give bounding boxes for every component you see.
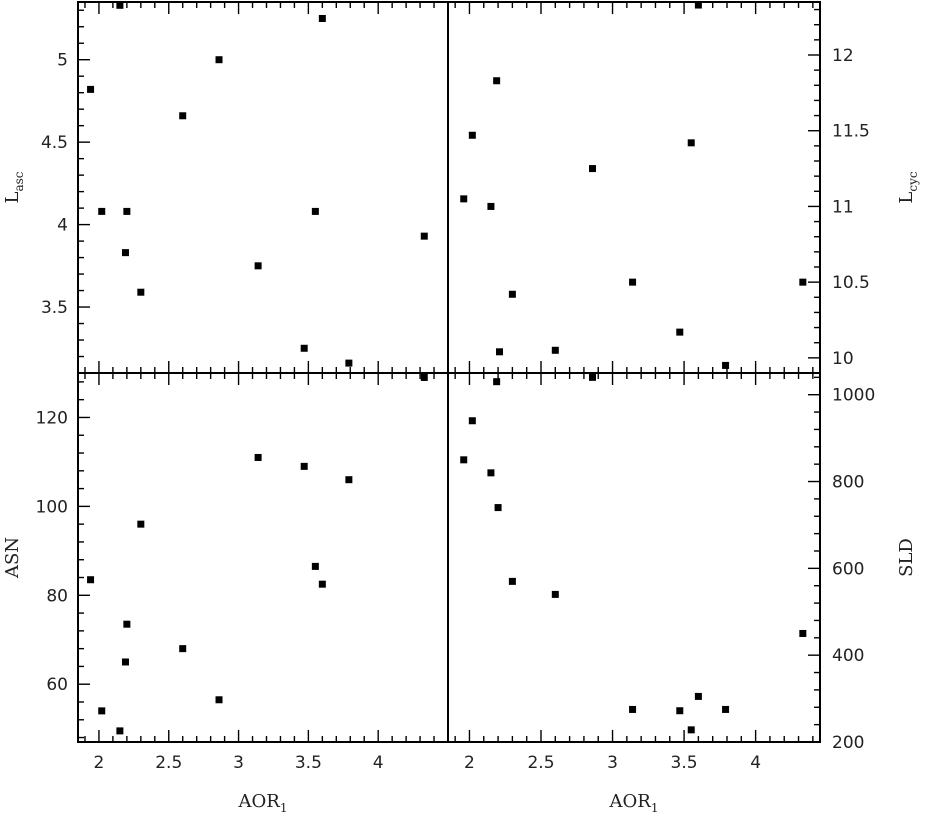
top-left-y-tick-label: 3.5 — [41, 298, 68, 318]
bottom-right-x-tick-label: 3 — [607, 753, 618, 773]
bottom-left-y-tick-label: 80 — [46, 586, 68, 606]
top-left-y-tick-label: 4.5 — [41, 133, 68, 153]
top-right-data-point — [694, 1, 702, 9]
top-left-data-point — [254, 262, 262, 270]
bottom-right-x-tick-label: 3.5 — [671, 753, 698, 773]
bottom-left-data-point — [254, 453, 262, 461]
top-right-data-point — [629, 278, 637, 286]
bottom-right-y-tick-label: 400 — [832, 646, 864, 666]
top-right-data-point — [551, 346, 559, 354]
bottom-right-data-point — [676, 707, 684, 715]
top-left-data-point — [318, 14, 326, 22]
bottom-right-data-point — [487, 469, 495, 477]
bottom-left-data-point — [137, 520, 145, 528]
top-right-data-point — [799, 278, 807, 286]
bottom-left-data-point — [311, 562, 319, 570]
bottom-right-data-point — [722, 705, 730, 713]
bottom-right-data-point — [493, 378, 501, 386]
bottom-left-data-point — [300, 462, 308, 470]
bottom-left-y-axis-title: ASN — [2, 537, 23, 579]
bottom-left-data-point — [420, 373, 428, 381]
top-left-data-point — [98, 207, 106, 215]
bottom-left-x-tick-label: 3 — [233, 753, 244, 773]
top-right-y-tick-label: 10 — [832, 349, 854, 369]
bottom-right-data-point — [508, 577, 516, 585]
bottom-right-data-point — [799, 629, 807, 637]
bottom-right-y-tick-label: 200 — [832, 733, 864, 753]
bottom-right-data-point — [629, 705, 637, 713]
top-right-data-point — [589, 165, 597, 173]
bottom-right-data-point — [687, 726, 695, 734]
top-left-data-point — [121, 249, 129, 257]
bottom-left-x-tick-label: 4 — [373, 753, 384, 773]
bottom-left-data-point — [179, 645, 187, 653]
top-left-data-point — [300, 344, 308, 352]
bottom-right-x-tick-label: 2.5 — [527, 753, 554, 773]
bottom-left-y-tick-label: 120 — [36, 408, 68, 428]
bottom-right-y-tick-label: 1000 — [832, 386, 875, 406]
top-right-y-tick-label: 10.5 — [832, 273, 870, 293]
top-right-data-point — [722, 361, 730, 369]
top-right-y-tick-label: 11.5 — [832, 122, 870, 142]
top-right-y-axis-title: Lcyc — [896, 171, 920, 203]
bottom-left-data-point — [215, 696, 223, 704]
top-left-data-point — [311, 207, 319, 215]
bottom-left-x-tick-label: 2.5 — [155, 753, 182, 773]
bottom-right-data-point — [551, 590, 559, 598]
bottom-left-data-point — [121, 658, 129, 666]
bottom-left-data-point — [345, 476, 353, 484]
top-left-data-point — [87, 85, 95, 93]
top-left-data-point — [116, 1, 124, 9]
bottom-right-y-tick-label: 600 — [832, 559, 864, 579]
top-left-y-axis-title: Lasc — [2, 171, 26, 203]
bottom-left-y-tick-label: 60 — [46, 675, 68, 695]
bottom-right-data-point — [694, 692, 702, 700]
bottom-left-x-tick-label: 2 — [94, 753, 105, 773]
top-left-data-point — [215, 56, 223, 64]
top-right-y-tick-label: 11 — [832, 197, 854, 217]
bottom-right-y-axis-title: SLD — [896, 538, 917, 577]
bottom-left-x-tick-label: 3.5 — [295, 753, 322, 773]
bottom-left-data-point — [87, 576, 95, 584]
bottom-left-data-point — [98, 707, 106, 715]
bottom-right-y-tick-label: 800 — [832, 473, 864, 493]
top-right-data-point — [508, 290, 516, 298]
top-left-data-point — [137, 288, 145, 296]
top-right-data-point — [460, 195, 468, 203]
bottom-right-data-point — [494, 504, 502, 512]
bottom-right-x-tick-label: 4 — [750, 753, 761, 773]
top-left-data-point — [179, 112, 187, 120]
top-left-y-tick-label: 5 — [57, 51, 68, 71]
top-right-data-point — [493, 77, 501, 85]
top-left-data-point — [123, 207, 131, 215]
top-right-y-tick-label: 12 — [832, 46, 854, 66]
top-left-y-tick-label: 4 — [57, 216, 68, 236]
bottom-right-x-axis-title: AOR1 — [609, 791, 659, 815]
top-left-data-point — [420, 232, 428, 240]
bottom-left-data-point — [123, 620, 131, 628]
bottom-right-data-point — [589, 373, 597, 381]
bottom-right-data-point — [460, 456, 468, 464]
bottom-left-y-tick-label: 100 — [36, 497, 68, 517]
top-right-data-point — [468, 131, 476, 139]
top-right-data-point — [676, 328, 684, 336]
bottom-right-data-point — [468, 417, 476, 425]
bottom-left-data-point — [318, 580, 326, 588]
top-right-data-point — [487, 202, 495, 210]
top-right-data-point — [687, 139, 695, 147]
bottom-left-data-point — [116, 727, 124, 735]
top-left-data-point — [345, 359, 353, 367]
bottom-right-x-tick-label: 2 — [464, 753, 475, 773]
bottom-left-x-axis-title: AOR1 — [238, 791, 288, 815]
top-right-data-point — [496, 348, 504, 356]
